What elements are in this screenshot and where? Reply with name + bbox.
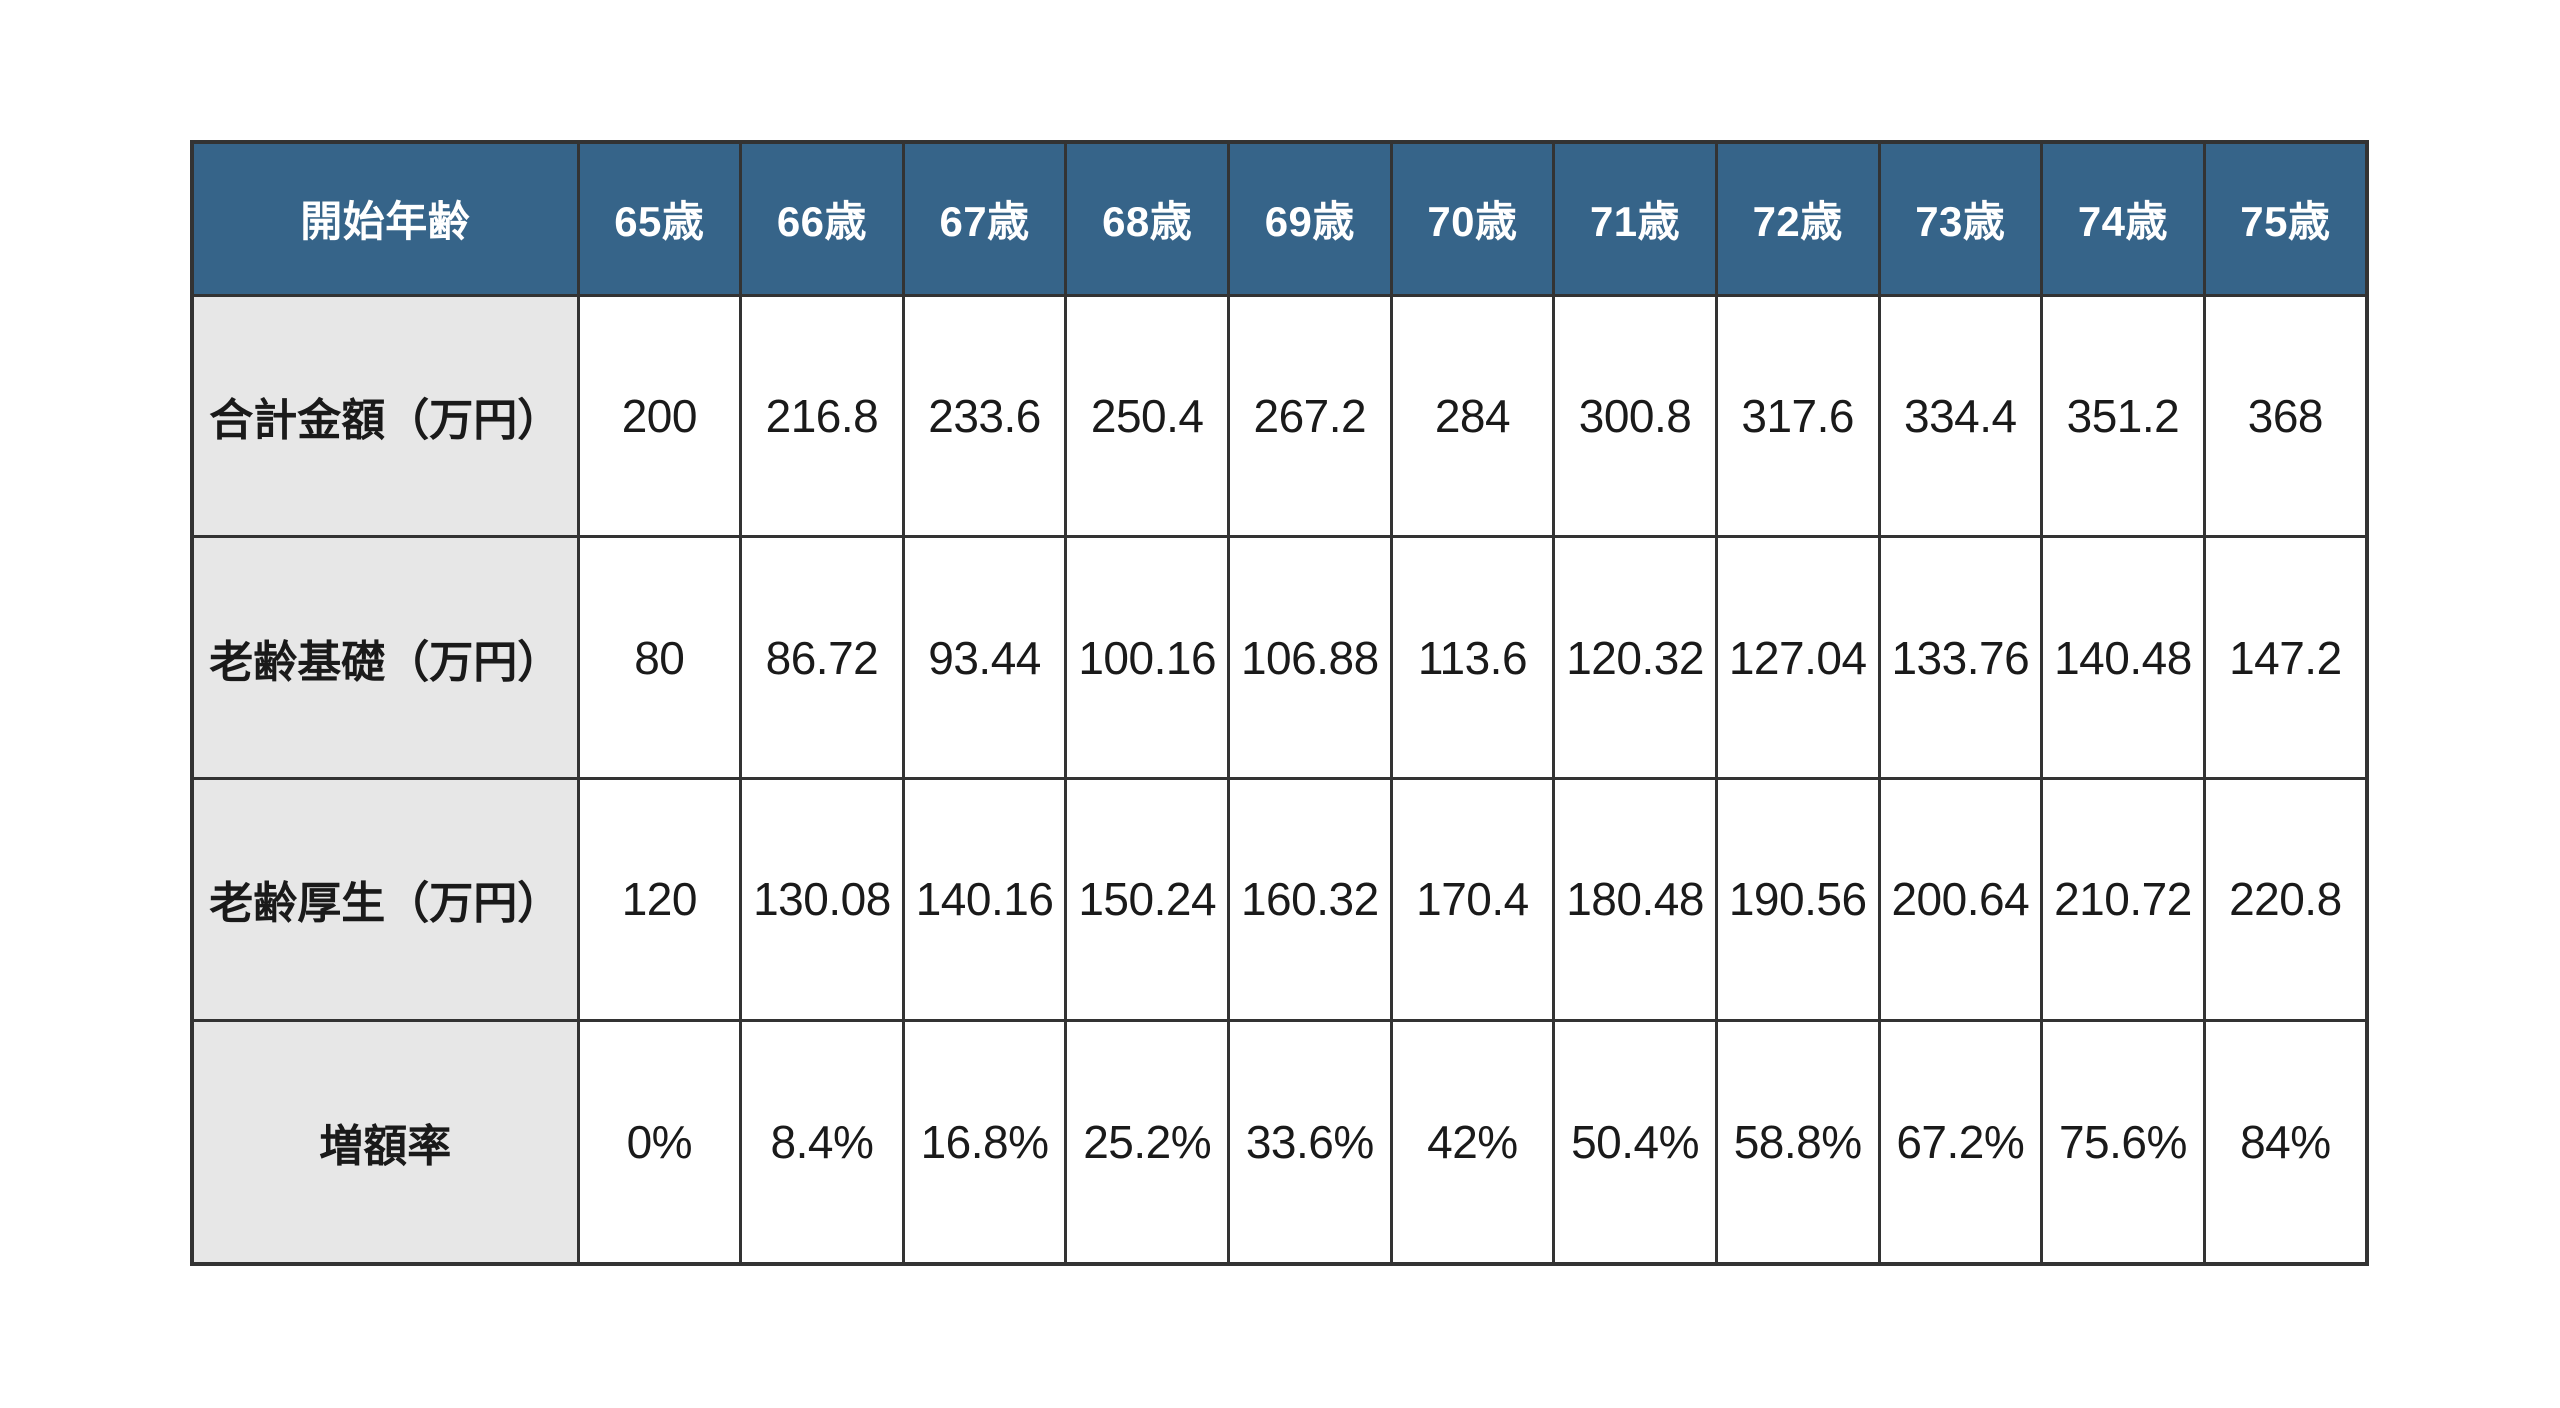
table-row: 増額率 0% 8.4% 16.8% 25.2% 33.6% 42% 50.4% 58.8% 67.… — [190, 1018, 2369, 1266]
data-cell: 140.16 — [901, 777, 1068, 1022]
data-cell: 317.6 — [1714, 293, 1881, 539]
header-cell-age: 65歳 — [576, 140, 743, 297]
data-cell: 160.32 — [1227, 777, 1393, 1022]
header-cell-age: 74歳 — [2040, 140, 2206, 297]
table-header-row: 開始年齢 65歳 66歳 67歳 68歳 69歳 70歳 71歳 72歳 73歳 74歳 75歳 — [190, 140, 2369, 297]
data-cell: 84% — [2202, 1018, 2369, 1266]
row-label-cell: 合計金額（万円） — [190, 293, 580, 539]
header-cell-age: 73歳 — [1877, 140, 2044, 297]
header-cell-age: 75歳 — [2202, 140, 2369, 297]
data-cell: 210.72 — [2040, 777, 2206, 1022]
data-cell: 300.8 — [1552, 293, 1718, 539]
data-cell: 216.8 — [739, 293, 905, 539]
data-cell: 180.48 — [1552, 777, 1718, 1022]
data-cell: 113.6 — [1389, 535, 1556, 781]
data-cell: 106.88 — [1227, 535, 1393, 781]
data-cell: 42% — [1389, 1018, 1556, 1266]
data-cell: 140.48 — [2040, 535, 2206, 781]
header-cell-age: 71歳 — [1552, 140, 1718, 297]
header-cell-age: 69歳 — [1227, 140, 1393, 297]
row-label-cell: 老齢厚生（万円） — [190, 777, 580, 1022]
header-cell-age: 67歳 — [901, 140, 1068, 297]
data-cell: 334.4 — [1877, 293, 2044, 539]
data-cell: 200 — [576, 293, 743, 539]
data-cell: 33.6% — [1227, 1018, 1393, 1266]
data-cell: 250.4 — [1064, 293, 1230, 539]
header-cell-age: 68歳 — [1064, 140, 1230, 297]
pension-table: 開始年齢 65歳 66歳 67歳 68歳 69歳 70歳 71歳 72歳 73歳 74歳 75歳 合計… — [190, 140, 2369, 1266]
data-cell: 190.56 — [1714, 777, 1881, 1022]
header-cell-age: 70歳 — [1389, 140, 1556, 297]
data-cell: 150.24 — [1064, 777, 1230, 1022]
data-cell: 58.8% — [1714, 1018, 1881, 1266]
data-cell: 0% — [576, 1018, 743, 1266]
data-cell: 133.76 — [1877, 535, 2044, 781]
header-cell-age: 66歳 — [739, 140, 905, 297]
data-cell: 351.2 — [2040, 293, 2206, 539]
data-cell: 93.44 — [901, 535, 1068, 781]
data-cell: 368 — [2202, 293, 2369, 539]
table-row: 老齢基礎（万円） 80 86.72 93.44 100.16 106.88 113.6 120… — [190, 535, 2369, 781]
data-cell: 284 — [1389, 293, 1556, 539]
header-cell-age: 72歳 — [1714, 140, 1881, 297]
data-cell: 130.08 — [739, 777, 905, 1022]
data-cell: 233.6 — [901, 293, 1068, 539]
table-body: 合計金額（万円） 200 216.8 233.6 250.4 267.2 284 300.8 3… — [190, 293, 2369, 1266]
table-row: 老齢厚生（万円） 120 130.08 140.16 150.24 160.32 170.4… — [190, 777, 2369, 1022]
data-cell: 120.32 — [1552, 535, 1718, 781]
data-cell: 75.6% — [2040, 1018, 2206, 1266]
data-cell: 100.16 — [1064, 535, 1230, 781]
data-cell: 25.2% — [1064, 1018, 1230, 1266]
data-cell: 80 — [576, 535, 743, 781]
data-cell: 170.4 — [1389, 777, 1556, 1022]
table-row: 合計金額（万円） 200 216.8 233.6 250.4 267.2 284 300.8 3… — [190, 293, 2369, 539]
data-cell: 127.04 — [1714, 535, 1881, 781]
data-cell: 147.2 — [2202, 535, 2369, 781]
data-cell: 120 — [576, 777, 743, 1022]
data-cell: 67.2% — [1877, 1018, 2044, 1266]
data-cell: 16.8% — [901, 1018, 1068, 1266]
row-label-cell: 老齢基礎（万円） — [190, 535, 580, 781]
header-cell-start-age: 開始年齢 — [190, 140, 580, 297]
data-cell: 86.72 — [739, 535, 905, 781]
row-label-cell: 増額率 — [190, 1018, 580, 1266]
data-cell: 200.64 — [1877, 777, 2044, 1022]
data-cell: 220.8 — [2202, 777, 2369, 1022]
data-cell: 50.4% — [1552, 1018, 1718, 1266]
data-cell: 267.2 — [1227, 293, 1393, 539]
data-cell: 8.4% — [739, 1018, 905, 1266]
